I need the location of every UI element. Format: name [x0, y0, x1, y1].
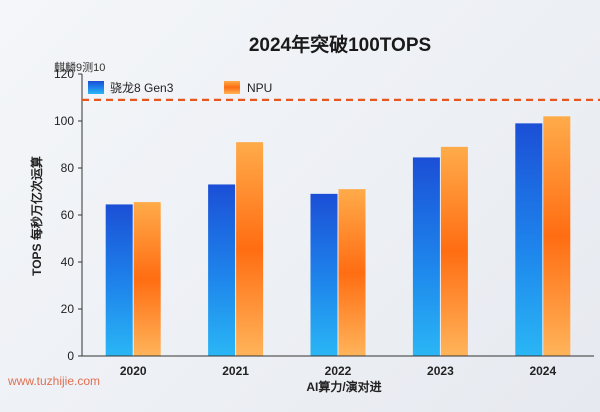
x-tick-label: 2020	[120, 364, 147, 378]
legend-swatch-1	[88, 81, 104, 94]
y-tick-label: 60	[61, 208, 75, 222]
y-tick-label: 120	[54, 67, 74, 81]
chart-title: 2024年突破100TOPS	[249, 33, 431, 56]
y-tick-label: 100	[54, 114, 74, 128]
x-tick-label: 2023	[427, 364, 454, 378]
bar-series1-2024	[515, 123, 543, 356]
bar-series2-2021	[236, 142, 264, 356]
legend-label-1: 骁龙8 Gen3	[110, 81, 174, 95]
bar-series1-2023	[412, 157, 440, 356]
watermark: www.tuzhijie.com	[7, 374, 100, 388]
y-axis-label: TOPS 每秒万亿次运算	[29, 156, 44, 276]
bars-group	[105, 116, 571, 356]
bar-series2-2023	[440, 146, 468, 356]
bar-series2-2024	[543, 116, 571, 356]
x-axis-label: AI算力/演对进	[306, 379, 381, 394]
legend-swatch-2	[224, 81, 240, 94]
x-tick-label: 2022	[325, 364, 352, 378]
bar-series1-2020	[105, 204, 133, 356]
bar-series2-2022	[338, 189, 366, 356]
y-tick-label: 0	[67, 349, 74, 363]
chart-annotation: 麒麟9测10	[54, 60, 105, 74]
bar-series1-2021	[208, 184, 236, 356]
y-tick-label: 20	[61, 302, 75, 316]
x-axis: 2020 2021 2022 2023 2024	[82, 355, 594, 378]
legend: 骁龙8 Gen3 NPU	[88, 81, 272, 95]
bar-series1-2022	[310, 193, 338, 356]
bar-series2-2020	[133, 202, 161, 356]
y-tick-label: 40	[61, 255, 75, 269]
y-axis: 0 20 40 60 80 100 120	[54, 67, 83, 363]
x-tick-label: 2021	[222, 364, 249, 378]
legend-label-2: NPU	[247, 81, 272, 95]
y-tick-label: 80	[61, 161, 75, 175]
x-tick-label: 2024	[529, 364, 556, 378]
